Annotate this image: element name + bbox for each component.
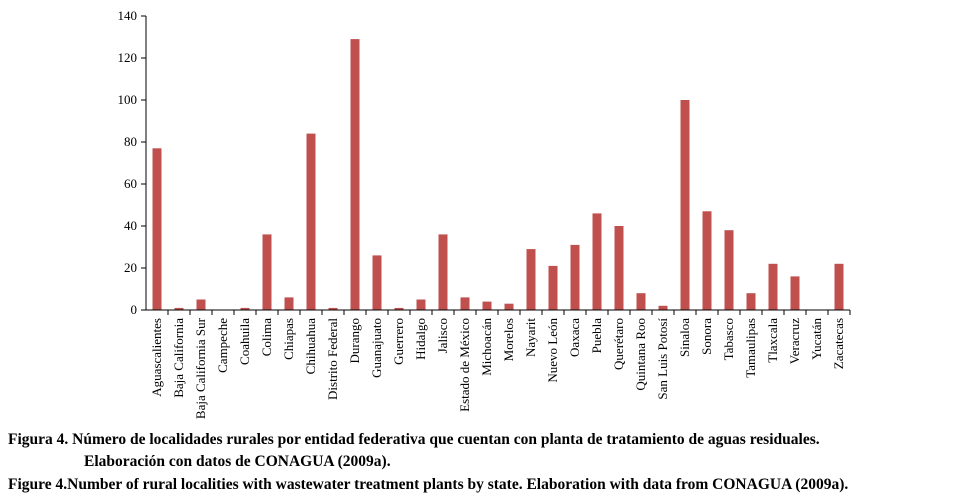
x-tick-label: Oaxaca xyxy=(567,318,582,357)
bar xyxy=(548,265,558,310)
bar xyxy=(306,133,316,310)
x-tick-label: Distrito Federal xyxy=(325,318,340,400)
y-tick-label: 20 xyxy=(124,260,137,275)
bar xyxy=(636,293,646,310)
x-tick-label: Baja California Sur xyxy=(193,317,208,419)
bar xyxy=(790,276,800,310)
x-tick-label: Nayarit xyxy=(523,318,538,357)
caption-spanish-label: Figura 4. xyxy=(8,431,69,448)
x-tick-label: Aguascalientes xyxy=(149,318,164,397)
y-axis: 0 20 40 60 80 100 120 140 xyxy=(118,8,147,317)
x-tick-label: Veracruz xyxy=(787,318,802,364)
x-tick-label: Tlaxcala xyxy=(765,318,780,363)
x-tick-label: Guanajuato xyxy=(369,318,384,378)
bar xyxy=(724,230,734,310)
x-tick-label: Estado de México xyxy=(457,318,472,412)
y-tick-label: 60 xyxy=(124,176,137,191)
x-axis: Aguascalientes Baja California Baja Califo… xyxy=(146,309,851,419)
bar xyxy=(614,226,624,310)
x-tick-label: Chiapas xyxy=(281,318,296,360)
x-tick-label: Jalisco xyxy=(435,318,450,353)
y-tick-label: 80 xyxy=(124,134,137,149)
bar xyxy=(834,263,844,310)
x-tick-label: Yucatán xyxy=(809,318,824,360)
bar xyxy=(240,307,250,310)
x-tick-label: Colima xyxy=(259,318,274,357)
bar xyxy=(768,263,778,310)
caption-spanish-line2: Elaboración con datos de CONAGUA (2009a)… xyxy=(84,453,391,470)
x-tick-label: Hidalgo xyxy=(413,318,428,360)
x-tick-label: Quintana Roo xyxy=(633,318,648,391)
bar xyxy=(658,305,668,310)
bar xyxy=(372,255,382,310)
x-tick-label: Michoacán xyxy=(479,318,494,376)
y-tick-label: 40 xyxy=(124,218,137,233)
x-tick-label: Durango xyxy=(347,318,362,364)
bar xyxy=(416,299,426,310)
x-tick-label: Morelos xyxy=(501,318,516,361)
y-tick-label: 0 xyxy=(131,302,138,317)
y-tick-label: 120 xyxy=(118,50,138,65)
caption-english-text: Number of rural localities with wastewat… xyxy=(67,476,849,493)
bar xyxy=(262,234,272,310)
x-tick-label: Zacatecas xyxy=(831,318,846,369)
bar xyxy=(350,39,360,310)
bar-chart: 0 20 40 60 80 100 120 140 Aguascalientes Baja Ca… xyxy=(118,8,851,419)
x-tick-label: Guerrero xyxy=(391,318,406,365)
caption-english: Figure 4.Number of rural localities with… xyxy=(8,475,848,495)
bar xyxy=(570,244,580,310)
bar xyxy=(394,307,404,310)
caption-english-label: Figure 4. xyxy=(8,476,68,493)
bar xyxy=(746,293,756,310)
bar xyxy=(152,148,162,310)
x-tick-label: Querétaro xyxy=(611,318,626,370)
bar xyxy=(702,211,712,310)
bar xyxy=(196,299,206,310)
bar xyxy=(460,297,470,310)
x-tick-label: Nuevo León xyxy=(545,318,560,383)
caption-spanish-text: Número de localidades rurales por entida… xyxy=(72,431,820,448)
caption-spanish: Figura 4. Número de localidades rurales … xyxy=(8,430,820,450)
bar xyxy=(438,234,448,310)
bar xyxy=(526,249,536,310)
y-tick-label: 140 xyxy=(118,8,138,23)
bar xyxy=(482,301,492,310)
bar xyxy=(284,297,294,310)
y-tick-label: 100 xyxy=(118,92,138,107)
x-tick-label: Tamaulipas xyxy=(743,318,758,378)
bar xyxy=(174,307,184,310)
bar xyxy=(592,213,602,310)
x-tick-label: Sonora xyxy=(699,318,714,355)
x-tick-label: Chihuahua xyxy=(303,318,318,375)
x-tick-label: Campeche xyxy=(215,318,230,373)
bar xyxy=(504,303,514,310)
x-tick-label: Tabasco xyxy=(721,318,736,360)
bar xyxy=(328,307,338,310)
bars xyxy=(152,39,844,310)
x-tick-label: Sinaloa xyxy=(677,318,692,357)
bar xyxy=(680,100,690,310)
x-tick-label: Coahuila xyxy=(237,318,252,365)
x-tick-label: San Luis Potosí xyxy=(655,318,670,400)
x-tick-label: Baja California xyxy=(171,318,186,398)
x-tick-label: Puebla xyxy=(589,318,604,354)
